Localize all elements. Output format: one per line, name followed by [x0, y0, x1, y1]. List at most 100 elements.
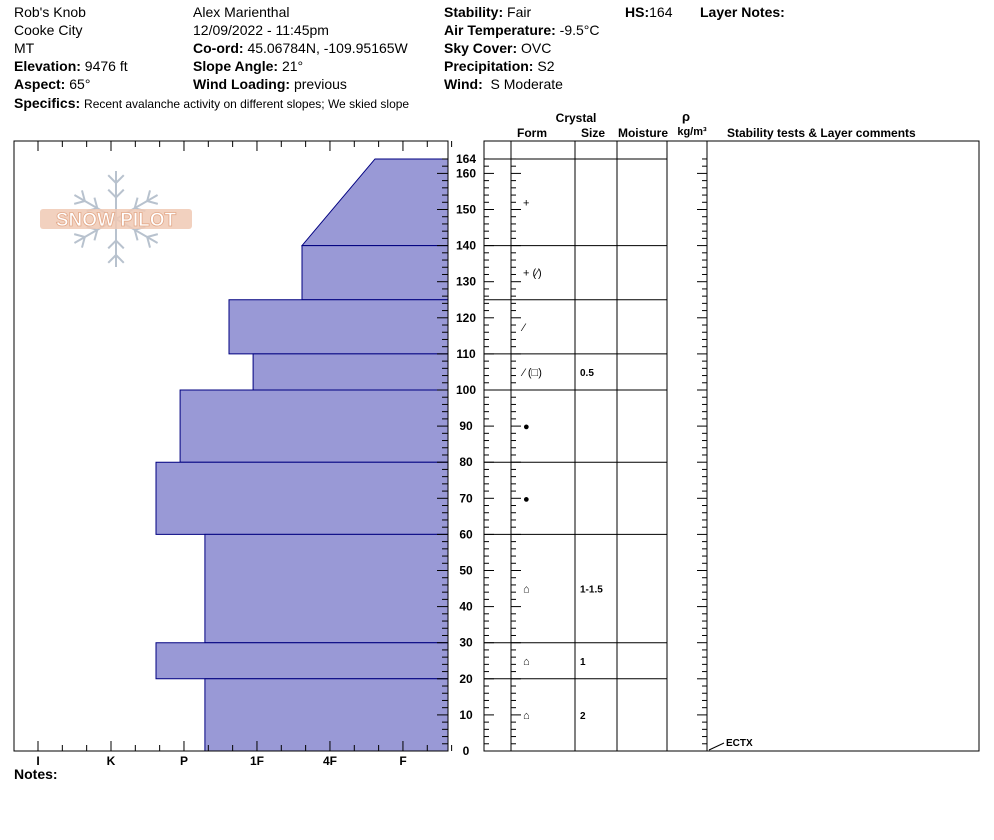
observer-name: Alex Marienthal — [193, 4, 290, 20]
wind-field: Wind: S Moderate — [444, 76, 563, 92]
hardness-plot-frame — [13, 140, 449, 752]
snowflake-branch — [107, 174, 117, 184]
stability-label: Stability: — [444, 4, 504, 20]
wind-value: S Moderate — [490, 76, 563, 92]
depth-tick-label: 150 — [456, 203, 476, 217]
snowflake-branch — [93, 229, 99, 241]
hs-field: HS:164 — [625, 4, 672, 20]
snowflake-branch — [107, 188, 117, 199]
hardness-axis-label: K — [107, 754, 116, 768]
air-temp-label: Air Temperature: — [444, 22, 556, 38]
stability-field: Stability: Fair — [444, 4, 531, 20]
snowflake-branch — [81, 236, 86, 248]
depth-tick-label: 130 — [456, 275, 476, 289]
specifics-field: Specifics: Recent avalanche activity on … — [14, 95, 416, 112]
layer-form-symbol: ⌂ — [523, 656, 530, 668]
logo-text: SNOW PILOT — [56, 210, 177, 231]
size-header: Size — [581, 126, 605, 140]
location-name: Rob's Knob — [14, 4, 86, 20]
layer-size: 1 — [580, 657, 586, 668]
slope-field: Slope Angle: 21° — [193, 58, 303, 74]
wind-loading-field: Wind Loading: previous — [193, 76, 347, 92]
aspect-value: 65° — [69, 76, 91, 92]
snowflake-branch — [115, 254, 125, 264]
depth-tick-label: 140 — [456, 239, 476, 253]
hardness-axis-label: I — [36, 754, 39, 768]
layer-form-symbol: ● — [523, 493, 530, 505]
precip-field: Precipitation: S2 — [444, 58, 554, 74]
coord-field: Co-ord: 45.06784N, -109.95165W — [193, 40, 408, 56]
hardness-axis-ticks — [37, 141, 453, 751]
density-unit-header: kg/m³ — [677, 126, 707, 138]
stability-tests: ECTX — [708, 738, 753, 751]
moisture-header: Moisture — [618, 126, 668, 140]
snowflake-branch — [133, 197, 139, 209]
table-depth-ticks — [511, 158, 707, 752]
form-header: Form — [517, 126, 547, 140]
wind-loading-value: previous — [293, 76, 347, 92]
snowflake-branch — [115, 239, 125, 250]
snowpilot-logo: SNOW PILOT — [40, 171, 192, 267]
elevation-value: 9476 ft — [84, 58, 128, 74]
hardness-axis-labels: I K P 1F 4F F — [36, 754, 406, 768]
layer-form-symbol: + — [523, 197, 529, 209]
depth-tick-label: 70 — [459, 491, 473, 505]
depth-axis: 0 10 20 30 40 50 60 70 80 90 100 110 120 130 140 150 160… — [437, 152, 494, 758]
hardness-layer-bar — [155, 461, 449, 535]
depth-tick-label: 0 — [463, 744, 470, 758]
depth-tick-label: 90 — [459, 419, 473, 433]
specifics-value: Recent avalanche activity on different s… — [84, 97, 410, 111]
depth-tick-label: 30 — [459, 636, 473, 650]
depth-tick-label: 50 — [459, 564, 473, 578]
slope-value: 21° — [281, 58, 304, 74]
snowflake-branch — [93, 197, 99, 209]
depth-tick-label: 60 — [459, 527, 473, 541]
snowflake-branch — [146, 190, 151, 202]
stability-test-label: ECTX — [726, 738, 753, 749]
snowflake-branch — [146, 236, 151, 248]
snowflake-branch — [146, 233, 159, 238]
wind-label: Wind: — [444, 76, 483, 92]
depth-tick-label: 10 — [459, 708, 473, 722]
stability-tests-header: Stability tests & Layer comments — [727, 126, 916, 140]
elevation-label: Elevation: — [14, 58, 81, 74]
hardness-layer-bar — [228, 299, 449, 355]
precip-label: Precipitation: — [444, 58, 534, 74]
layer-size: 1-1.5 — [580, 585, 603, 596]
snowflake-branch — [107, 239, 117, 250]
aspect-label: Aspect: — [14, 76, 66, 92]
wind-loading-label: Wind Loading: — [193, 76, 291, 92]
depth-tick-label: 160 — [456, 166, 476, 180]
coord-value: 45.06784N, -109.95165W — [247, 40, 408, 56]
stability-test-pointer — [708, 742, 725, 751]
air-temp-field: Air Temperature: -9.5°C — [444, 22, 600, 38]
depth-tick-label: 40 — [459, 600, 473, 614]
precip-value: S2 — [537, 58, 555, 74]
slope-label: Slope Angle: — [193, 58, 279, 74]
snowflake-branch — [81, 190, 86, 202]
depth-tick-label: 164 — [456, 152, 476, 166]
observation-datetime: 12/09/2022 - 11:45pm — [193, 22, 329, 38]
aspect-field: Aspect: 65° — [14, 76, 90, 92]
layer-size: 2 — [580, 711, 586, 722]
hardness-axis-label: 4F — [323, 754, 337, 768]
sky-cover-field: Sky Cover: OVC — [444, 40, 551, 56]
hardness-profile — [155, 158, 449, 752]
snowflake-branch — [115, 174, 125, 184]
region-name: Cooke City — [14, 22, 83, 38]
snowflake-branch — [107, 254, 117, 264]
depth-tick-label: 120 — [456, 311, 476, 325]
snowflake-branch — [133, 229, 139, 241]
layer-notes-label: Layer Notes: — [700, 4, 785, 20]
hs-label: HS: — [625, 4, 650, 20]
hardness-layer-bar — [301, 245, 449, 301]
rho-header: ρ — [682, 109, 690, 124]
elevation-field: Elevation: 9476 ft — [14, 58, 128, 74]
layer-form-symbol: ⁄ — [520, 322, 527, 334]
hardness-axis-label: P — [180, 754, 188, 768]
hardness-layer-bar — [155, 642, 449, 680]
depth-tick-label: 80 — [459, 455, 473, 469]
hardness-axis-label: 1F — [250, 754, 264, 768]
layer-form-symbol: ⌂ — [523, 584, 530, 596]
